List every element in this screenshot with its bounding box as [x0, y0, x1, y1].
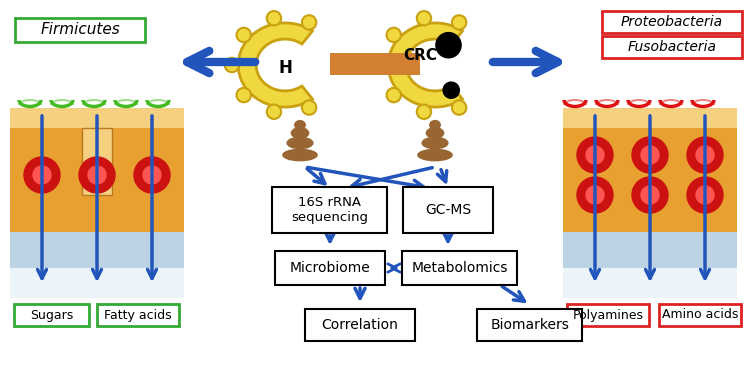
Text: Fatty acids: Fatty acids	[104, 308, 172, 322]
Text: Biomarkers: Biomarkers	[491, 318, 569, 332]
Circle shape	[134, 157, 170, 193]
Circle shape	[641, 186, 659, 204]
Bar	[563, 268, 737, 298]
Text: Correlation: Correlation	[322, 318, 399, 332]
Ellipse shape	[291, 127, 310, 139]
Ellipse shape	[286, 137, 313, 149]
Circle shape	[387, 28, 401, 42]
Bar	[563, 195, 737, 232]
FancyBboxPatch shape	[403, 187, 493, 233]
Circle shape	[586, 186, 604, 204]
Circle shape	[24, 157, 60, 193]
Circle shape	[436, 32, 461, 58]
Ellipse shape	[421, 137, 449, 149]
Circle shape	[577, 177, 613, 213]
Circle shape	[586, 146, 604, 164]
Bar	[563, 128, 737, 195]
Circle shape	[375, 58, 389, 72]
FancyBboxPatch shape	[97, 304, 179, 326]
Circle shape	[632, 137, 668, 173]
Circle shape	[236, 88, 251, 102]
Bar	[10, 108, 184, 128]
Circle shape	[143, 166, 161, 184]
Circle shape	[687, 137, 723, 173]
Circle shape	[632, 177, 668, 213]
Circle shape	[267, 104, 281, 119]
Circle shape	[88, 166, 106, 184]
Circle shape	[267, 11, 281, 25]
FancyBboxPatch shape	[14, 304, 90, 326]
Circle shape	[387, 88, 401, 102]
Circle shape	[417, 104, 431, 119]
FancyBboxPatch shape	[275, 251, 385, 285]
Ellipse shape	[426, 127, 444, 139]
FancyBboxPatch shape	[272, 187, 387, 233]
Bar	[330, 53, 420, 75]
Text: 16S rRNA
sequencing: 16S rRNA sequencing	[292, 196, 369, 224]
Circle shape	[577, 137, 613, 173]
Circle shape	[443, 82, 459, 98]
Text: Metabolomics: Metabolomics	[411, 261, 508, 275]
Bar	[563, 108, 737, 128]
Text: GC-MS: GC-MS	[425, 203, 471, 217]
Ellipse shape	[417, 148, 453, 162]
FancyBboxPatch shape	[305, 309, 415, 341]
FancyBboxPatch shape	[602, 11, 742, 33]
Circle shape	[302, 15, 316, 29]
Polygon shape	[388, 23, 462, 107]
Bar	[10, 268, 184, 298]
FancyBboxPatch shape	[402, 251, 518, 285]
Circle shape	[236, 28, 251, 42]
Bar	[10, 195, 184, 232]
Ellipse shape	[429, 120, 441, 130]
FancyBboxPatch shape	[477, 309, 583, 341]
Text: Firmicutes: Firmicutes	[40, 22, 120, 38]
Ellipse shape	[282, 148, 318, 162]
Circle shape	[224, 58, 239, 72]
Circle shape	[79, 157, 115, 193]
Circle shape	[641, 146, 659, 164]
Bar	[10, 128, 184, 195]
Bar	[563, 232, 737, 268]
Circle shape	[33, 166, 51, 184]
Ellipse shape	[294, 120, 306, 130]
Text: Amino acids: Amino acids	[662, 308, 738, 322]
Text: CRC: CRC	[403, 47, 437, 63]
FancyBboxPatch shape	[659, 304, 741, 326]
Circle shape	[452, 100, 466, 115]
Circle shape	[696, 146, 714, 164]
Circle shape	[417, 11, 431, 25]
Text: H: H	[278, 59, 292, 77]
Text: Proteobacteria: Proteobacteria	[621, 15, 723, 29]
Text: Sugars: Sugars	[31, 308, 73, 322]
Circle shape	[687, 177, 723, 213]
Text: Microbiome: Microbiome	[289, 261, 370, 275]
Circle shape	[452, 15, 466, 29]
Text: Polyamines: Polyamines	[572, 308, 643, 322]
Polygon shape	[239, 23, 313, 107]
FancyBboxPatch shape	[15, 18, 145, 42]
Bar	[10, 232, 184, 268]
Text: Fusobacteria: Fusobacteria	[628, 40, 717, 54]
FancyBboxPatch shape	[567, 304, 649, 326]
FancyBboxPatch shape	[82, 128, 112, 195]
Circle shape	[302, 100, 316, 115]
Circle shape	[696, 186, 714, 204]
FancyBboxPatch shape	[602, 36, 742, 58]
